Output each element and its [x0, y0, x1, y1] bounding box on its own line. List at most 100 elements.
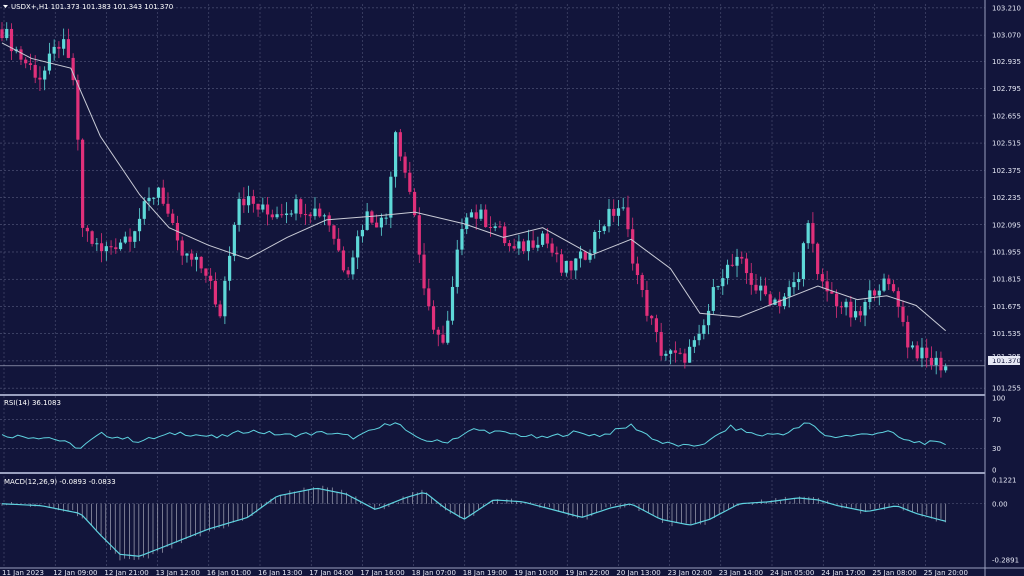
- candle-body: [711, 287, 715, 311]
- candle-body: [816, 243, 820, 275]
- dropdown-triangle-icon[interactable]: [3, 5, 8, 8]
- macd-histogram: [1, 485, 947, 561]
- candle-body: [607, 208, 611, 227]
- candle-body: [294, 199, 298, 214]
- time-tick-label: 18 Jan 07:00: [412, 569, 456, 576]
- candle-body: [431, 306, 436, 330]
- candle-body: [669, 350, 673, 354]
- candle-body: [346, 270, 350, 275]
- candle-body: [265, 204, 270, 215]
- candle-body: [688, 346, 692, 363]
- candle-body: [574, 258, 578, 271]
- candle-body: [640, 275, 644, 290]
- candle-body: [588, 253, 592, 260]
- candle-body: [436, 329, 440, 335]
- candle-body: [71, 57, 75, 81]
- candle-body: [99, 243, 104, 252]
- candle-body: [820, 274, 824, 282]
- macd-tick-label: 0.00: [992, 500, 1008, 508]
- candle-body: [806, 223, 810, 244]
- candle-body: [408, 172, 412, 192]
- candle-body: [194, 256, 199, 260]
- candle-body: [341, 250, 346, 271]
- candle-body: [318, 208, 322, 217]
- candle-body: [171, 213, 175, 223]
- rsi-line: [1, 422, 946, 449]
- candle-body: [929, 357, 934, 365]
- candle-body: [43, 70, 47, 80]
- price-tick-label: 101.815: [992, 276, 1021, 284]
- candle-body: [251, 196, 255, 204]
- candle-body: [512, 246, 516, 249]
- candle-body: [19, 49, 23, 60]
- candle-body: [356, 236, 360, 258]
- candle-body: [180, 240, 184, 256]
- price-tick-label: 101.535: [992, 330, 1021, 338]
- candle-body: [830, 291, 834, 294]
- candle-body: [95, 243, 99, 245]
- candle-body: [370, 211, 374, 223]
- candle-body: [541, 233, 545, 245]
- candle-body: [853, 311, 858, 318]
- candle-body: [498, 226, 502, 228]
- candle-body: [289, 213, 293, 215]
- time-tick-label: 19 Jan 10:00: [514, 569, 558, 576]
- candle-body: [147, 197, 151, 202]
- candle-body: [725, 264, 730, 279]
- candle-body: [659, 332, 663, 356]
- candle-body: [517, 241, 521, 249]
- candle-body: [52, 46, 56, 54]
- candle-body: [744, 258, 749, 274]
- candle-body: [934, 357, 938, 365]
- candle-body: [683, 353, 687, 363]
- candle-body: [446, 320, 450, 343]
- candle-body: [559, 254, 564, 273]
- time-tick-label: 11 Jan 2023: [2, 569, 44, 576]
- candle-body: [218, 304, 222, 317]
- candle-body: [246, 196, 251, 206]
- candle-body: [223, 280, 227, 317]
- candle-body: [66, 39, 70, 58]
- candle-body: [270, 214, 274, 218]
- candle-body: [882, 278, 886, 291]
- candle-body: [261, 204, 265, 210]
- candle-body: [631, 229, 635, 264]
- candle-body: [308, 214, 312, 217]
- candle-body: [749, 273, 753, 285]
- candle-body: [441, 334, 445, 343]
- candle-body: [915, 345, 919, 359]
- rsi-label: RSI(14) 36.1083: [4, 399, 61, 407]
- price-tick-label: 101.255: [992, 385, 1021, 393]
- time-tick-label: 17 Jan 16:00: [360, 569, 404, 576]
- candle-body: [460, 229, 464, 250]
- candle-body: [621, 207, 625, 209]
- symbol-header[interactable]: USDX+,H1 101.373 101.383 101.343 101.370: [3, 3, 173, 11]
- candle-body: [62, 39, 66, 49]
- candle-body: [365, 211, 369, 230]
- panel-separator: [0, 394, 985, 396]
- candle-body: [81, 139, 85, 228]
- rsi-levels: [0, 419, 985, 449]
- candle-body: [801, 243, 806, 279]
- candle-body: [754, 284, 758, 291]
- candle-body: [555, 252, 559, 255]
- candle-body: [692, 340, 696, 347]
- candle-body: [564, 260, 568, 273]
- price-tag: 101.370: [988, 356, 1021, 365]
- candle-body: [114, 247, 118, 250]
- candle-body: [484, 209, 488, 228]
- candle-body: [944, 366, 948, 371]
- candle-body: [526, 240, 530, 252]
- candle-body: [24, 59, 28, 64]
- candle-body: [204, 268, 208, 276]
- candle-body: [256, 203, 260, 210]
- candle-body: [626, 207, 630, 230]
- candle-body: [455, 249, 459, 287]
- time-tick-label: 24 Jan 17:00: [821, 569, 865, 576]
- time-tick-label: 19 Jan 22:00: [565, 569, 609, 576]
- candle-body: [104, 246, 108, 252]
- candle-body: [654, 318, 659, 333]
